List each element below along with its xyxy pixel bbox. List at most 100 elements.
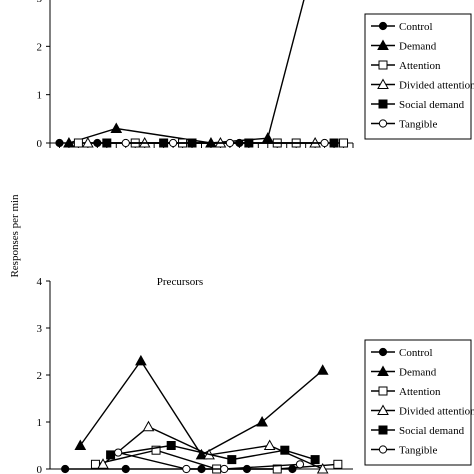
data-point: [272, 464, 282, 474]
data-point: [142, 420, 155, 432]
legend-label: Attention: [399, 386, 441, 398]
legend-label: Attention: [399, 60, 441, 72]
data-point: [121, 138, 130, 148]
series-social-demand: [106, 441, 320, 465]
data-point: [295, 460, 305, 469]
data-point: [55, 138, 64, 148]
legend-marker: [378, 60, 388, 70]
data-point: [97, 458, 109, 469]
legend-marker: [377, 78, 389, 89]
legend-marker: [377, 404, 389, 415]
series-line: [68, 0, 305, 144]
legend-label: Control: [399, 21, 433, 33]
legend-marker: [378, 21, 388, 31]
data-point: [261, 132, 274, 143]
y-tick-label: 4: [37, 276, 43, 288]
data-point: [225, 138, 235, 148]
data-point: [168, 138, 178, 148]
chart-panel-2: 0 1 2 3 4 Control Demand Attention Divided atten…: [37, 276, 474, 474]
series-line: [79, 359, 324, 456]
legend-entry: Control: [371, 347, 433, 359]
y-tick-label: 1: [37, 90, 43, 102]
legend-entry: Attention: [371, 386, 441, 398]
legend-marker: [377, 39, 389, 50]
data-point: [263, 439, 276, 450]
legend-entry: Control: [371, 21, 433, 33]
legend-entry: Divided attention: [371, 78, 474, 92]
data-point: [82, 136, 94, 148]
data-point: [288, 464, 297, 474]
legend-entry: Demand: [371, 365, 437, 379]
legend-label: Divided attention: [399, 80, 474, 92]
legend-entry: Tangible: [371, 119, 437, 131]
legend-label: Tangible: [399, 119, 437, 131]
data-point: [135, 354, 147, 366]
legend-box: [364, 339, 472, 466]
legend-entry: Attention: [371, 60, 441, 72]
data-point: [256, 415, 268, 427]
y-tick-label: 2: [37, 41, 43, 53]
legend-label: Demand: [399, 41, 437, 53]
legend-marker: [378, 386, 388, 396]
data-point: [316, 462, 329, 474]
legend-marker: [378, 425, 388, 435]
legend-marker: [378, 99, 388, 109]
series-tangible: [114, 448, 305, 474]
legend-entry: Divided attention: [371, 404, 474, 418]
data-point: [166, 441, 176, 450]
data-point: [329, 138, 339, 148]
legend-marker: [378, 119, 388, 128]
data-point: [280, 445, 290, 455]
legend-entry: Social demand: [371, 99, 465, 111]
legend: Control Demand Attention Divided attention S…: [364, 339, 474, 466]
legend-marker: [378, 445, 388, 454]
legend-label: Social demand: [399, 99, 465, 111]
legend-entry: Tangible: [371, 445, 437, 457]
legend-entry: Demand: [371, 39, 437, 53]
data-point: [102, 138, 112, 148]
legend-marker: [378, 347, 388, 357]
legend-label: Control: [399, 347, 433, 359]
legend-label: Divided attention: [399, 406, 474, 418]
legend: Control Demand Attention Divided attention S…: [364, 13, 474, 140]
data-point: [316, 364, 329, 375]
data-point: [333, 459, 343, 469]
data-point: [220, 464, 229, 474]
legend-label: Social demand: [399, 425, 465, 437]
chart-panel-1: 0 1 2 3 Control Demand Attention Divided attent…: [37, 0, 474, 150]
series-line: [118, 451, 301, 470]
series-line: [102, 425, 323, 470]
data-point: [121, 464, 130, 474]
data-point: [195, 448, 208, 460]
series-demand: [63, 0, 305, 148]
y-tick-label: 0: [37, 464, 43, 474]
data-point: [61, 464, 70, 474]
data-point: [106, 450, 116, 460]
y-tick-label: 1: [37, 417, 43, 429]
y-tick-label: 2: [37, 370, 43, 382]
legend-entry: Social demand: [371, 425, 465, 437]
data-point: [227, 455, 237, 465]
legend-label: Demand: [399, 367, 437, 379]
data-point: [310, 455, 320, 465]
data-point: [110, 122, 123, 133]
series-demand: [74, 354, 329, 460]
y-tick-label: 3: [37, 323, 43, 335]
data-point: [90, 459, 100, 469]
series-tangible: [121, 138, 329, 148]
data-point: [73, 138, 83, 148]
data-point: [114, 448, 123, 457]
panel-title-precursors: Precursors: [157, 276, 203, 288]
legend-box: [364, 13, 472, 140]
legend-marker: [377, 365, 389, 376]
data-point: [151, 445, 161, 455]
data-point: [74, 439, 87, 450]
y-axis-label: Responses per min: [9, 194, 21, 278]
y-tick-label: 0: [37, 138, 43, 150]
data-point: [63, 136, 75, 148]
data-point: [182, 464, 191, 474]
y-tick-label: 3: [37, 0, 43, 5]
legend-label: Tangible: [399, 445, 437, 457]
data-point: [339, 138, 349, 148]
